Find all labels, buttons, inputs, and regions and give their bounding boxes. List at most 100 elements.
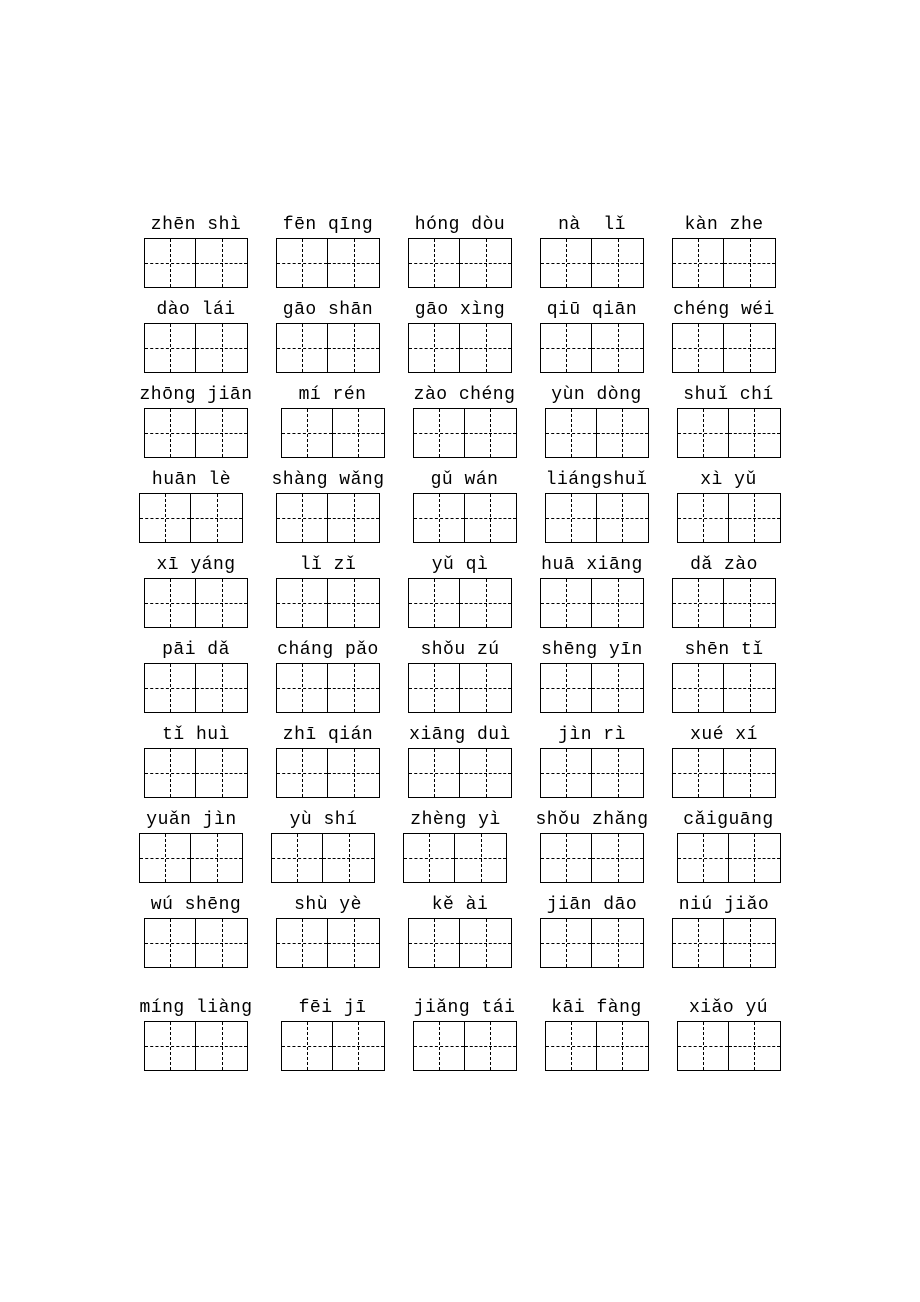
tianzige-cell <box>540 748 592 798</box>
word-item: kāi fàng <box>545 998 649 1071</box>
tianzige-pair <box>144 238 248 288</box>
word-item: hóng dòu <box>408 215 512 288</box>
tianzige-cell <box>196 663 248 713</box>
tianzige-cell <box>460 748 512 798</box>
tianzige-pair <box>672 578 776 628</box>
word-item: kàn zhe <box>672 215 776 288</box>
tianzige-cell <box>144 578 196 628</box>
pinyin-label: gāo xìng <box>415 300 505 320</box>
word-item: tǐ huì <box>144 725 248 798</box>
tianzige-pair <box>540 833 644 883</box>
tianzige-cell <box>413 408 465 458</box>
word-item: míng liàng <box>139 998 252 1071</box>
pinyin-label: dǎ zào <box>690 555 758 575</box>
tianzige-cell <box>465 1021 517 1071</box>
pinyin-label: kàn zhe <box>684 215 763 235</box>
tianzige-cell <box>276 748 328 798</box>
tianzige-cell <box>724 918 776 968</box>
tianzige-cell <box>276 578 328 628</box>
worksheet-row: dào láigāo shāngāo xìngqiū qiānchéng wéi <box>0 300 920 373</box>
tianzige-cell <box>196 918 248 968</box>
tianzige-pair <box>271 833 375 883</box>
worksheet-row: tǐ huìzhī qiánxiāng duìjìn rìxué xí <box>0 725 920 798</box>
pinyin-label: yùn dòng <box>551 385 641 405</box>
tianzige-cell <box>465 493 517 543</box>
worksheet-row: xī yánglǐ zǐyǔ qìhuā xiāngdǎ zào <box>0 555 920 628</box>
tianzige-pair <box>281 1021 385 1071</box>
tianzige-cell <box>540 323 592 373</box>
tianzige-pair <box>413 1021 517 1071</box>
tianzige-cell <box>328 323 380 373</box>
tianzige-cell <box>408 238 460 288</box>
tianzige-pair <box>545 408 649 458</box>
tianzige-cell <box>144 748 196 798</box>
worksheet-row: zhōng jiānmí rénzào chéngyùn dòngshuǐ ch… <box>0 385 920 458</box>
pinyin-label: jiān dāo <box>547 895 637 915</box>
tianzige-pair <box>144 918 248 968</box>
word-item: liángshuǐ <box>545 470 649 543</box>
tianzige-cell <box>196 408 248 458</box>
pinyin-label: kāi fàng <box>551 998 641 1018</box>
tianzige-pair <box>276 493 380 543</box>
word-item: cǎiguāng <box>677 810 781 883</box>
pinyin-label: cǎiguāng <box>683 810 773 830</box>
tianzige-cell <box>328 918 380 968</box>
tianzige-cell <box>139 493 191 543</box>
tianzige-cell <box>545 408 597 458</box>
tianzige-cell <box>191 493 243 543</box>
tianzige-cell <box>677 408 729 458</box>
tianzige-cell <box>413 1021 465 1071</box>
tianzige-pair <box>540 323 644 373</box>
tianzige-cell <box>408 663 460 713</box>
tianzige-cell <box>672 748 724 798</box>
tianzige-pair <box>281 408 385 458</box>
tianzige-cell <box>729 833 781 883</box>
word-item: qiū qiān <box>540 300 644 373</box>
tianzige-cell <box>677 493 729 543</box>
pinyin-label: cháng pǎo <box>277 640 379 660</box>
tianzige-pair <box>672 323 776 373</box>
tianzige-cell <box>328 748 380 798</box>
word-item: gāo shān <box>276 300 380 373</box>
word-item: yǔ qì <box>408 555 512 628</box>
tianzige-pair <box>540 918 644 968</box>
tianzige-pair <box>408 748 512 798</box>
pinyin-label: wú shēng <box>151 895 241 915</box>
tianzige-cell <box>545 1021 597 1071</box>
word-item: yuǎn jìn <box>139 810 243 883</box>
pinyin-label: mí rén <box>299 385 367 405</box>
pinyin-label: xiǎo yú <box>689 998 768 1018</box>
tianzige-pair <box>413 408 517 458</box>
pinyin-label: kě ài <box>432 895 489 915</box>
word-item: shàng wǎng <box>271 470 384 543</box>
tianzige-cell <box>592 238 644 288</box>
pinyin-label: huān lè <box>152 470 231 490</box>
word-item: jìn rì <box>540 725 644 798</box>
word-item: zhēn shì <box>144 215 248 288</box>
pinyin-label: huā xiāng <box>541 555 643 575</box>
tianzige-cell <box>597 493 649 543</box>
tianzige-cell <box>672 238 724 288</box>
word-item: yùn dòng <box>545 385 649 458</box>
tianzige-pair <box>144 1021 248 1071</box>
word-item: gǔ wán <box>413 470 517 543</box>
tianzige-cell <box>729 408 781 458</box>
word-item: chéng wéi <box>672 300 776 373</box>
word-item: shǒu zhǎng <box>535 810 648 883</box>
word-item: zào chéng <box>413 385 517 458</box>
pinyin-label: xī yáng <box>156 555 235 575</box>
worksheet-row: zhēn shìfēn qīnghóng dòunà lǐkàn zhe <box>0 215 920 288</box>
tianzige-pair <box>672 748 776 798</box>
tianzige-cell <box>408 578 460 628</box>
word-item: zhī qián <box>276 725 380 798</box>
tianzige-pair <box>672 663 776 713</box>
tianzige-cell <box>724 663 776 713</box>
tianzige-cell <box>592 833 644 883</box>
pinyin-label: jiǎng tái <box>414 998 516 1018</box>
tianzige-cell <box>403 833 455 883</box>
word-item: pāi dǎ <box>144 640 248 713</box>
tianzige-cell <box>196 323 248 373</box>
tianzige-cell <box>592 918 644 968</box>
tianzige-pair <box>144 663 248 713</box>
tianzige-cell <box>592 323 644 373</box>
